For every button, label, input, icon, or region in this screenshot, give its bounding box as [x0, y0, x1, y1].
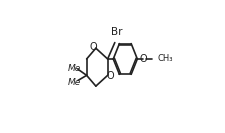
- Text: O: O: [106, 71, 113, 81]
- Text: Me: Me: [68, 64, 81, 73]
- Text: Br: Br: [111, 27, 122, 37]
- Text: CH₃: CH₃: [157, 55, 173, 63]
- Text: Me: Me: [68, 78, 81, 86]
- Text: O: O: [89, 42, 97, 52]
- Text: O: O: [139, 54, 147, 64]
